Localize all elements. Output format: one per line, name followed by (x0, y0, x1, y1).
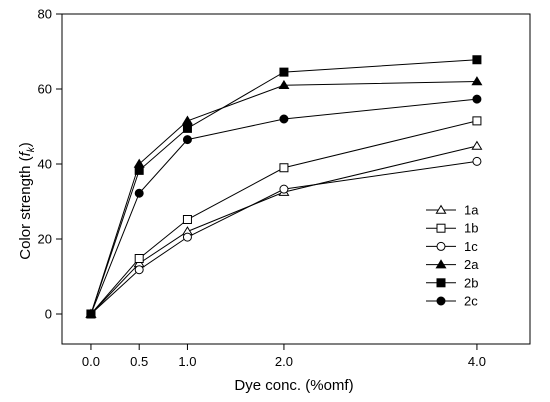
legend-label: 1a (464, 203, 479, 218)
data-point (472, 55, 482, 65)
series-2a (85, 76, 483, 318)
legend-marker (435, 259, 447, 269)
data-point (472, 156, 482, 166)
y-axis-title-close: ) (17, 142, 34, 147)
series-1c (86, 156, 482, 319)
data-point (182, 123, 192, 133)
data-point (279, 114, 289, 124)
data-point (182, 215, 192, 224)
y-axis-title-symbol: f (17, 150, 34, 156)
legend-item-2b: 2b (426, 275, 478, 290)
legend-marker (436, 278, 446, 288)
x-axis-title: Dye conc. (%omf) (234, 377, 353, 394)
legend-item-2a: 2a (426, 257, 479, 272)
data-point (278, 79, 290, 90)
data-point (279, 184, 289, 194)
x-tick-label: 4.0 (468, 354, 486, 369)
series-line (90, 120, 478, 315)
legend-label: 1b (464, 221, 478, 236)
legend-label: 2b (464, 275, 478, 290)
y-tick-label: 20 (38, 232, 52, 247)
data-point (181, 115, 193, 125)
y-axis-title-text: Color strength ( (17, 156, 34, 259)
data-point (279, 67, 289, 77)
series-2c (86, 94, 482, 319)
x-tick-label: 0.5 (130, 354, 148, 369)
series-1b (86, 116, 482, 319)
y-tick-label: 40 (38, 157, 52, 172)
y-axis-title-subscript: k (26, 146, 37, 152)
x-tick-label: 1.0 (178, 354, 196, 369)
x-tick-label: 0.0 (82, 354, 100, 369)
legend-marker (436, 241, 446, 251)
axes: 0 20 40 60 80 0.0 0.5 1.0 2.0 4.0 (38, 7, 531, 369)
y-tick-label: 80 (38, 7, 52, 22)
legend: 1a 1b 1c 2a 2b 2c (426, 203, 479, 309)
series-layer (85, 55, 483, 319)
series-line (90, 98, 477, 315)
data-point (279, 163, 289, 173)
data-point (134, 188, 144, 198)
data-point (471, 76, 483, 86)
data-point (471, 140, 483, 150)
data-point (134, 265, 144, 275)
x-tick-label: 2.0 (275, 354, 293, 369)
y-tick-label: 60 (38, 82, 52, 97)
plot-frame (61, 13, 531, 345)
legend-label: 1c (464, 239, 478, 254)
data-point (182, 135, 192, 145)
data-point (182, 232, 192, 242)
legend-item-1a: 1a (426, 203, 479, 218)
legend-item-1c: 1c (426, 239, 478, 254)
data-point (472, 116, 482, 126)
y-axis-title: Color strength (fk) (17, 142, 37, 260)
legend-label: 2c (464, 294, 478, 309)
legend-marker (436, 296, 446, 306)
legend-marker (435, 204, 447, 214)
legend-marker (436, 223, 446, 233)
data-point (472, 94, 482, 104)
series-line (90, 160, 477, 315)
y-tick-label: 0 (45, 307, 52, 322)
legend-item-2c: 2c (426, 294, 478, 309)
data-point (134, 165, 144, 175)
legend-label: 2a (464, 257, 479, 272)
legend-item-1b: 1b (426, 221, 478, 236)
data-point (86, 309, 96, 319)
data-point (134, 254, 144, 263)
